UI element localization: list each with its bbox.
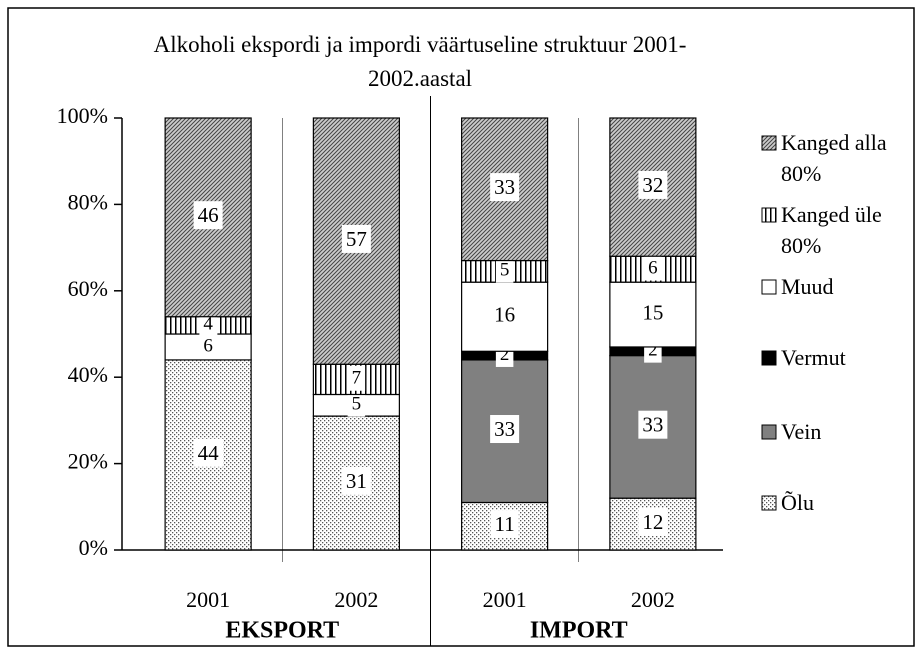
chart-title: Alkoholi ekspordi ja impordi väärtuselin… [153, 32, 687, 91]
data-label: 15 [642, 300, 663, 324]
data-label-box [199, 311, 218, 337]
data-label-box [341, 466, 371, 495]
data-label-box [638, 410, 668, 439]
bar-segment [609, 281, 697, 348]
x-tick-label: 2001 [186, 587, 230, 612]
data-label: 5 [352, 394, 362, 415]
data-label-box [490, 510, 519, 539]
data-label: 12 [642, 510, 663, 534]
data-label: 46 [198, 203, 219, 227]
legend-label: Vein [781, 419, 822, 444]
legend-label: Kanged alla 80% [781, 130, 887, 186]
data-label: 16 [494, 303, 515, 327]
data-label: 4 [203, 314, 213, 335]
data-label-box [199, 333, 217, 359]
legend-label: Muud [781, 274, 834, 299]
legend-swatch [761, 424, 777, 440]
legend-swatch [761, 350, 777, 366]
x-tick-label: 2002 [631, 587, 675, 612]
legend-label: Õlu [781, 490, 814, 515]
data-label: 11 [495, 512, 515, 536]
data-label: 32 [642, 173, 663, 197]
legend-swatch [761, 207, 777, 223]
legend-swatch [761, 135, 777, 151]
legend-swatch [761, 279, 777, 295]
data-label-box [347, 365, 366, 391]
data-label-box [193, 201, 223, 230]
x-tick-label: 2002 [334, 587, 378, 612]
data-label-box [638, 507, 668, 536]
frame [7, 7, 915, 647]
y-tick-label: 100% [57, 103, 108, 128]
data-label-box [193, 438, 224, 467]
y-tick-label: 80% [68, 189, 108, 214]
data-label-box [644, 255, 662, 281]
y-tick-label: 20% [68, 449, 108, 474]
bar-segment [609, 117, 697, 257]
data-label: 6 [203, 335, 213, 356]
data-label: 5 [500, 260, 510, 281]
x-tick-label: 2001 [483, 587, 527, 612]
data-label: 33 [494, 417, 515, 441]
legend-label: Vermut [781, 345, 846, 370]
data-label: 31 [346, 469, 367, 493]
legend-swatch [761, 495, 777, 511]
group-label: IMPORT [530, 618, 628, 644]
legend-label: Kanged üle 80% [781, 202, 882, 258]
data-label: 33 [494, 175, 515, 199]
y-tick-label: 0% [79, 535, 108, 560]
y-tick-label: 40% [68, 362, 108, 387]
group-label: EKSPORT [225, 618, 339, 644]
data-label: 7 [352, 368, 362, 389]
data-label: 2 [500, 344, 510, 365]
data-label: 33 [642, 413, 663, 437]
data-label-box [490, 173, 520, 202]
data-label-box [341, 224, 371, 253]
data-label: 44 [198, 441, 220, 465]
data-label-box [638, 298, 668, 327]
y-tick-label: 60% [68, 276, 108, 301]
data-label-box [490, 415, 520, 444]
data-label: 57 [346, 227, 367, 251]
data-label: 6 [648, 258, 658, 279]
data-label: 2 [648, 340, 658, 361]
data-label-box [638, 170, 668, 199]
data-label-box [490, 300, 520, 329]
data-label-box [495, 257, 514, 283]
data-label-box [347, 391, 366, 417]
